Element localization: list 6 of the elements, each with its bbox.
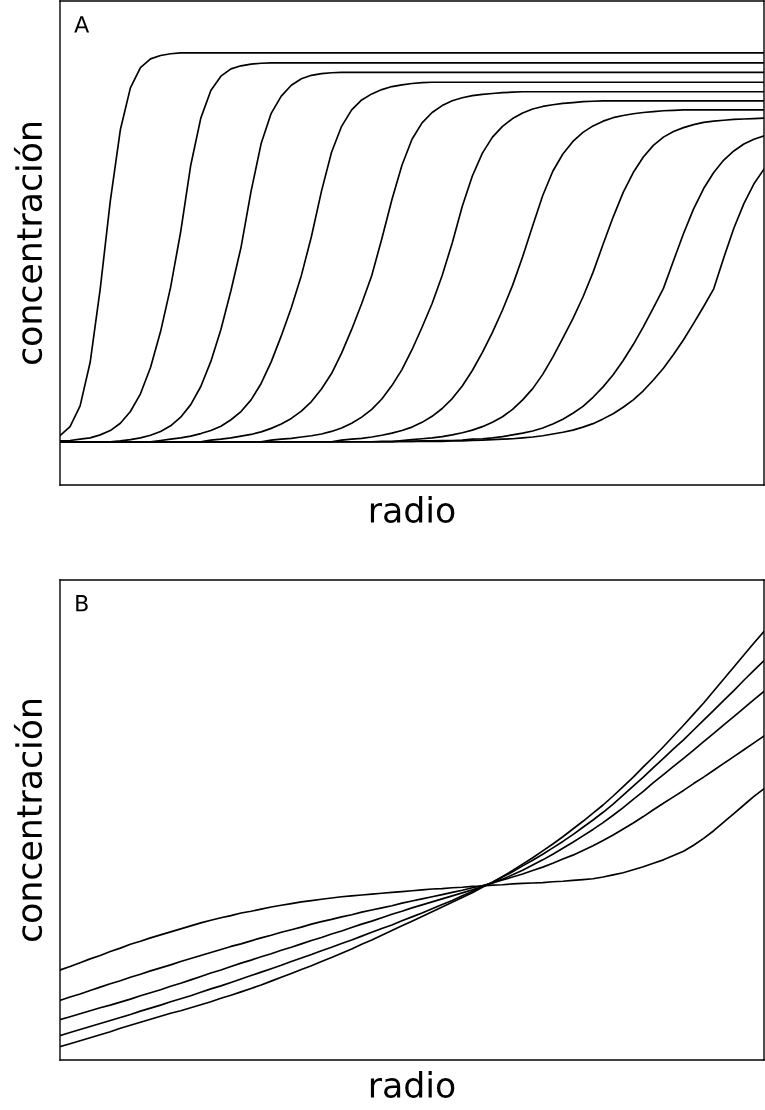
x-axis-title: radio: [370, 1071, 455, 1098]
x-axis-title: radio: [370, 496, 455, 523]
y-axis-title: concentración: [13, 122, 43, 365]
y-axis-title: concentración: [13, 699, 43, 942]
text: B: [76, 595, 88, 612]
text: A: [74, 16, 90, 33]
